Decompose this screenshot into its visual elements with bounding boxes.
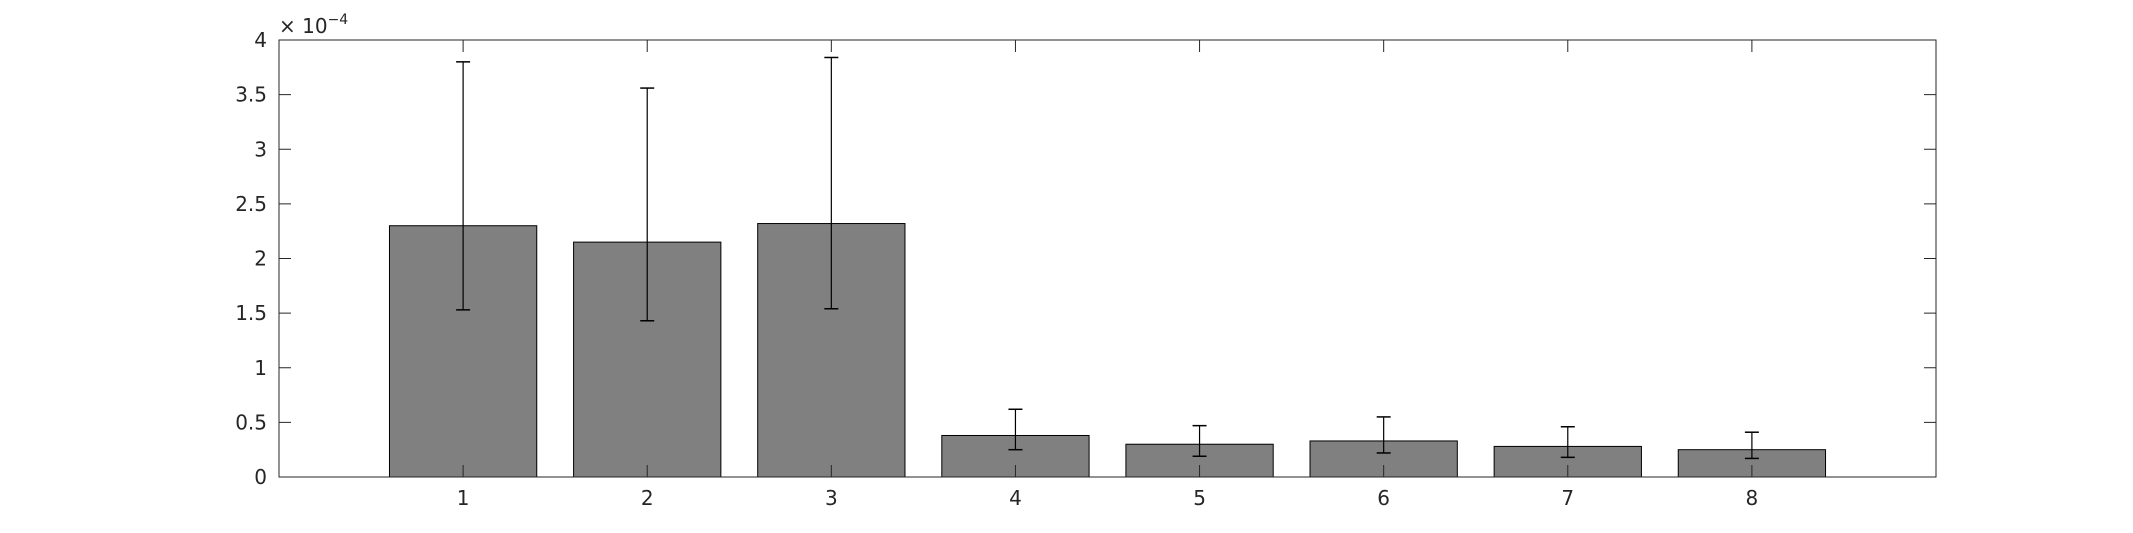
y-scale-exponent: −4 — [328, 12, 349, 28]
y-tick-label: 2.5 — [235, 192, 267, 216]
x-tick-label: 3 — [825, 486, 838, 510]
y-tick-label: 1.5 — [235, 301, 267, 325]
y-scale-factor: × 10−4 — [279, 12, 348, 38]
y-tick-label: 0 — [254, 465, 267, 489]
y-scale-base: × 10 — [279, 14, 328, 38]
x-tick-label: 7 — [1561, 486, 1574, 510]
y-tick-label: 4 — [254, 28, 267, 52]
y-tick-label: 2 — [254, 247, 267, 271]
y-tick-label: 3.5 — [235, 83, 267, 107]
x-tick-label: 4 — [1009, 486, 1022, 510]
x-tick-label: 6 — [1377, 486, 1390, 510]
y-tick-label: 0.5 — [235, 410, 267, 434]
x-tick-label: 5 — [1193, 486, 1206, 510]
x-tick-label: 8 — [1746, 486, 1759, 510]
y-tick-label: 1 — [254, 356, 267, 380]
y-tick-label: 3 — [254, 137, 267, 161]
x-tick-label: 2 — [641, 486, 654, 510]
plot-area — [279, 40, 1936, 477]
x-axis-ticks: 1 2 3 4 5 6 7 8 — [457, 40, 1759, 510]
error-bars-group — [456, 56, 1759, 460]
y-axis-ticks: 0 0.5 1 1.5 2 2.5 3 3.5 4 — [235, 28, 1936, 489]
x-tick-label: 1 — [457, 486, 470, 510]
